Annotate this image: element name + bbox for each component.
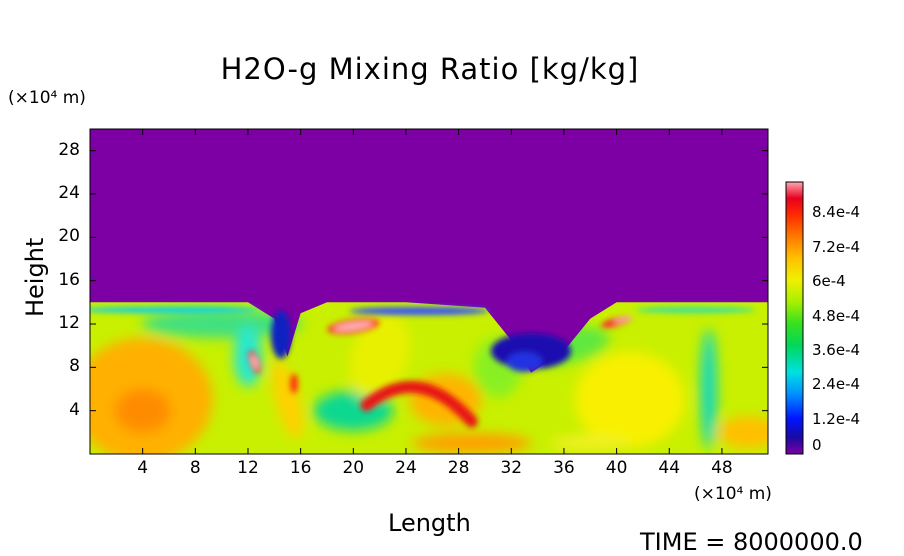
- colorbar-label-2: 2.4e-4: [812, 375, 861, 394]
- x-tick-label-32: 32: [500, 458, 523, 478]
- y-tick-label-12: 12: [58, 313, 80, 333]
- colorbar-label-1: 1.2e-4: [812, 409, 861, 428]
- x-axis: [142, 129, 723, 454]
- y-tick-label-24: 24: [58, 183, 80, 203]
- warm-core-left-center: [114, 388, 171, 433]
- colorbar: [785, 181, 804, 455]
- x-tick-label-40: 40: [605, 458, 628, 478]
- filament-top-pink: [333, 321, 374, 332]
- yellow-plume: [349, 314, 410, 399]
- warm-surface-right: [718, 416, 768, 449]
- x-tick-label-36: 36: [553, 458, 575, 478]
- colorbar-label-0: 0: [812, 436, 822, 454]
- x-tick-label-48: 48: [711, 458, 733, 478]
- y-tick-label-8: 8: [69, 356, 80, 377]
- intrusion-right-core: [506, 351, 543, 372]
- intrusion-left: [270, 310, 291, 359]
- mixing-ratio-field: [90, 129, 768, 454]
- cyan-column-left: [233, 326, 262, 387]
- boundary-cyan-left: [90, 306, 259, 313]
- colorbar-label-4: 4.8e-4: [812, 306, 861, 325]
- dry-region: [90, 129, 768, 373]
- filament-right-pink: [613, 316, 633, 323]
- surface-band-mid: [550, 435, 631, 452]
- boundary-green-right: [635, 306, 756, 313]
- chart-title: H2O-g Mixing Ratio [kg/kg]: [220, 52, 640, 86]
- time-label: TIME = 8000000.0: [640, 528, 863, 556]
- x-tick-label-20: 20: [342, 458, 365, 478]
- colorbar-label-5: 6e-4: [812, 272, 846, 291]
- cyan-column-right: [700, 329, 717, 449]
- colorbar-label-6: 7.2e-4: [812, 237, 861, 256]
- plot-frame: [89, 128, 769, 455]
- colorbar-label-3: 3.6e-4: [812, 340, 861, 359]
- y-tick-label-28: 28: [58, 139, 80, 160]
- x-tick-label-44: 44: [658, 458, 681, 478]
- x-tick-label-24: 24: [395, 458, 417, 478]
- x-tick-label-4: 4: [137, 458, 149, 478]
- colorbar-label-7: 8.4e-4: [812, 203, 861, 222]
- y-tick-label-20: 20: [58, 226, 80, 247]
- moist-structures: [90, 310, 768, 454]
- high-moisture-features: [248, 316, 633, 428]
- yellow-column: [271, 361, 304, 439]
- y-tick-label-16: 16: [58, 269, 80, 290]
- dry-intrusions: [90, 306, 756, 372]
- chart-svg: [89, 128, 804, 455]
- yellow-core-right: [574, 351, 685, 448]
- filament-left-pink: [250, 354, 259, 370]
- boundary-blue-band: [349, 307, 490, 315]
- x-tick-label-28: 28: [447, 458, 470, 478]
- x-axis-label: Length: [388, 509, 471, 537]
- y-axis: [90, 150, 768, 412]
- green-band-left: [141, 310, 302, 338]
- x-tick-label-12: 12: [237, 458, 259, 478]
- x-axis-unit: (×10⁴ m): [694, 484, 772, 504]
- x-tick-label-8: 8: [189, 458, 201, 478]
- filament-left-lower: [290, 373, 299, 394]
- y-axis-unit: (×10⁴ m): [8, 88, 86, 108]
- warm-surface-band: [411, 433, 532, 454]
- colorbar-scale: [785, 181, 804, 455]
- vortex-arc: [360, 381, 478, 428]
- y-tick-label-4: 4: [69, 399, 80, 420]
- x-tick-label-16: 16: [289, 458, 312, 478]
